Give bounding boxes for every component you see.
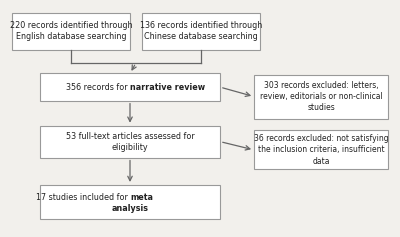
Text: 17 studies included for: 17 studies included for xyxy=(36,193,130,202)
FancyBboxPatch shape xyxy=(12,13,130,50)
Text: 36 records excluded: not satisfying
the inclusion criteria, insufficient
data: 36 records excluded: not satisfying the … xyxy=(254,134,388,165)
Text: narrative review: narrative review xyxy=(130,83,205,91)
Text: analysis: analysis xyxy=(112,205,148,213)
FancyBboxPatch shape xyxy=(142,13,260,50)
Text: meta: meta xyxy=(130,193,153,202)
FancyBboxPatch shape xyxy=(40,73,220,101)
FancyBboxPatch shape xyxy=(254,75,388,118)
Text: 220 records identified through
English database searching: 220 records identified through English d… xyxy=(10,21,132,41)
Text: 136 records identified through
Chinese database searching: 136 records identified through Chinese d… xyxy=(140,21,262,41)
Text: 303 records excluded: letters,
review, editorials or non-clinical
studies: 303 records excluded: letters, review, e… xyxy=(260,81,382,112)
FancyBboxPatch shape xyxy=(40,185,220,219)
FancyBboxPatch shape xyxy=(254,130,388,169)
Text: 53 full-text articles assessed for
eligibility: 53 full-text articles assessed for eligi… xyxy=(66,132,194,152)
Text: 356 records for: 356 records for xyxy=(66,83,130,91)
FancyBboxPatch shape xyxy=(40,126,220,158)
